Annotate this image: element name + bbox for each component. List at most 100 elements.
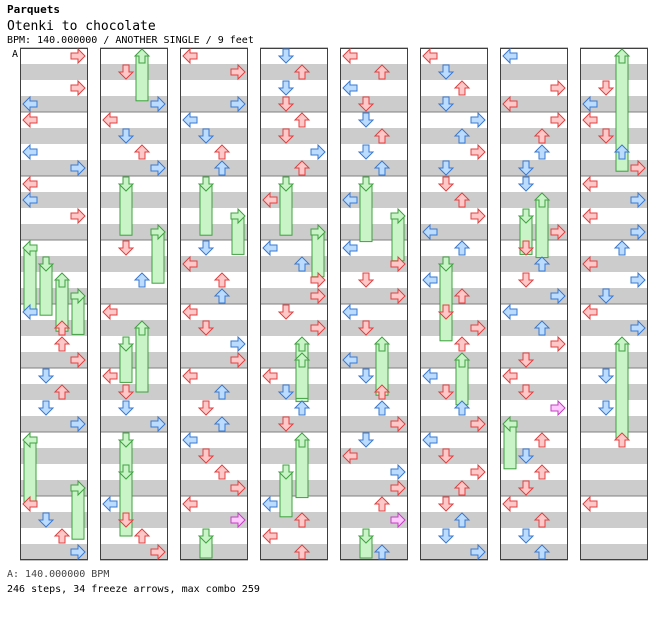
- step-arrow-right: [70, 79, 86, 97]
- step-arrow-right: [550, 399, 566, 417]
- step-arrow-left: [582, 95, 598, 113]
- step-arrow-left: [582, 175, 598, 193]
- beat-stripe: [100, 512, 168, 528]
- step-arrow-right: [310, 319, 326, 337]
- step-arrow-right: [230, 335, 246, 353]
- step-arrow-up: [453, 288, 471, 304]
- step-arrow-down: [37, 400, 55, 416]
- beat-stripe: [100, 192, 168, 208]
- step-arrow-down: [517, 176, 535, 192]
- column-border: [20, 48, 88, 560]
- beat-stripe: [420, 96, 488, 112]
- beat-stripe: [500, 128, 568, 144]
- step-arrow-left: [22, 239, 38, 313]
- beat-stripe: [340, 512, 408, 528]
- step-arrow-left: [342, 239, 358, 257]
- freeze-tail: [23, 247, 37, 313]
- beat-stripe: [20, 480, 88, 496]
- step-arrow-left: [502, 303, 518, 321]
- step-arrow-up: [533, 144, 551, 160]
- step-arrow-up: [533, 192, 551, 259]
- beat-stripe: [500, 224, 568, 240]
- step-arrow-left: [102, 495, 118, 513]
- chart-column: [260, 47, 328, 561]
- beat-stripe: [340, 128, 408, 144]
- beat-stripe: [420, 160, 488, 176]
- beat-stripe: [180, 288, 248, 304]
- step-arrow-right: [550, 111, 566, 129]
- column-border: [420, 48, 488, 560]
- beat-stripe: [580, 384, 648, 400]
- step-arrow-down: [357, 272, 375, 288]
- chart-meta: BPM: 140.000000 / ANOTHER SINGLE / 9 fee…: [7, 35, 254, 46]
- step-arrow-down: [197, 528, 215, 559]
- beat-stripe: [340, 224, 408, 240]
- beat-stripe: [20, 160, 88, 176]
- step-arrow-left: [422, 47, 438, 65]
- column-border: [580, 48, 648, 560]
- step-arrow-right: [470, 415, 486, 433]
- beat-stripe: [420, 256, 488, 272]
- beat-stripe: [420, 128, 488, 144]
- step-arrow-up: [453, 80, 471, 96]
- beat-stripe: [500, 192, 568, 208]
- step-arrow-up: [133, 320, 151, 393]
- step-arrow-up: [613, 336, 631, 441]
- beat-stripe: [500, 288, 568, 304]
- beat-stripe: [260, 384, 328, 400]
- step-arrow-up: [453, 240, 471, 256]
- step-arrow-left: [262, 367, 278, 385]
- beat-stripe: [580, 320, 648, 336]
- step-arrow-down: [37, 368, 55, 384]
- beat-stripe: [20, 384, 88, 400]
- step-arrow-right: [470, 207, 486, 225]
- step-arrow-down: [437, 64, 455, 80]
- beat-stripe: [420, 544, 488, 560]
- beat-stripe: [20, 416, 88, 432]
- step-arrow-down: [197, 176, 215, 236]
- step-arrow-up: [533, 432, 551, 448]
- beat-stripe: [340, 192, 408, 208]
- step-arrow-up: [453, 512, 471, 528]
- beat-stripe: [340, 544, 408, 560]
- beat-stripe: [100, 288, 168, 304]
- beat-stripe: [500, 544, 568, 560]
- step-arrow-up: [133, 272, 151, 288]
- step-arrow-right: [310, 287, 326, 305]
- step-arrow-right: [390, 511, 406, 529]
- beat-stripe: [180, 352, 248, 368]
- step-arrow-up: [53, 384, 71, 400]
- step-arrow-right: [390, 415, 406, 433]
- step-arrow-left: [342, 351, 358, 369]
- step-arrow-left: [422, 367, 438, 385]
- step-arrow-down: [437, 256, 455, 342]
- beat-stripe: [500, 512, 568, 528]
- step-arrow-left: [582, 495, 598, 513]
- step-arrow-down: [197, 448, 215, 464]
- beat-stripe: [580, 416, 648, 432]
- beat-stripe: [420, 64, 488, 80]
- chart-column: [580, 47, 648, 561]
- beat-stripe: [20, 544, 88, 560]
- beat-stripe: [500, 320, 568, 336]
- beat-stripe: [260, 352, 328, 368]
- beat-stripe: [260, 128, 328, 144]
- freeze-tail: [535, 199, 549, 259]
- step-arrow-up: [533, 256, 551, 272]
- step-arrow-left: [182, 255, 198, 273]
- step-arrow-right: [230, 63, 246, 81]
- step-arrow-left: [342, 79, 358, 97]
- beat-stripe: [260, 320, 328, 336]
- step-arrow-right: [390, 463, 406, 481]
- step-arrow-up: [293, 352, 311, 399]
- beat-stripe: [420, 192, 488, 208]
- step-arrow-up: [533, 320, 551, 336]
- step-arrow-right: [630, 191, 646, 209]
- step-arrow-left: [502, 367, 518, 385]
- step-arrow-left: [582, 255, 598, 273]
- step-arrow-up: [373, 384, 391, 400]
- step-arrow-up: [133, 144, 151, 160]
- column-border: [100, 48, 168, 560]
- beat-stripe: [500, 448, 568, 464]
- beat-stripe: [20, 128, 88, 144]
